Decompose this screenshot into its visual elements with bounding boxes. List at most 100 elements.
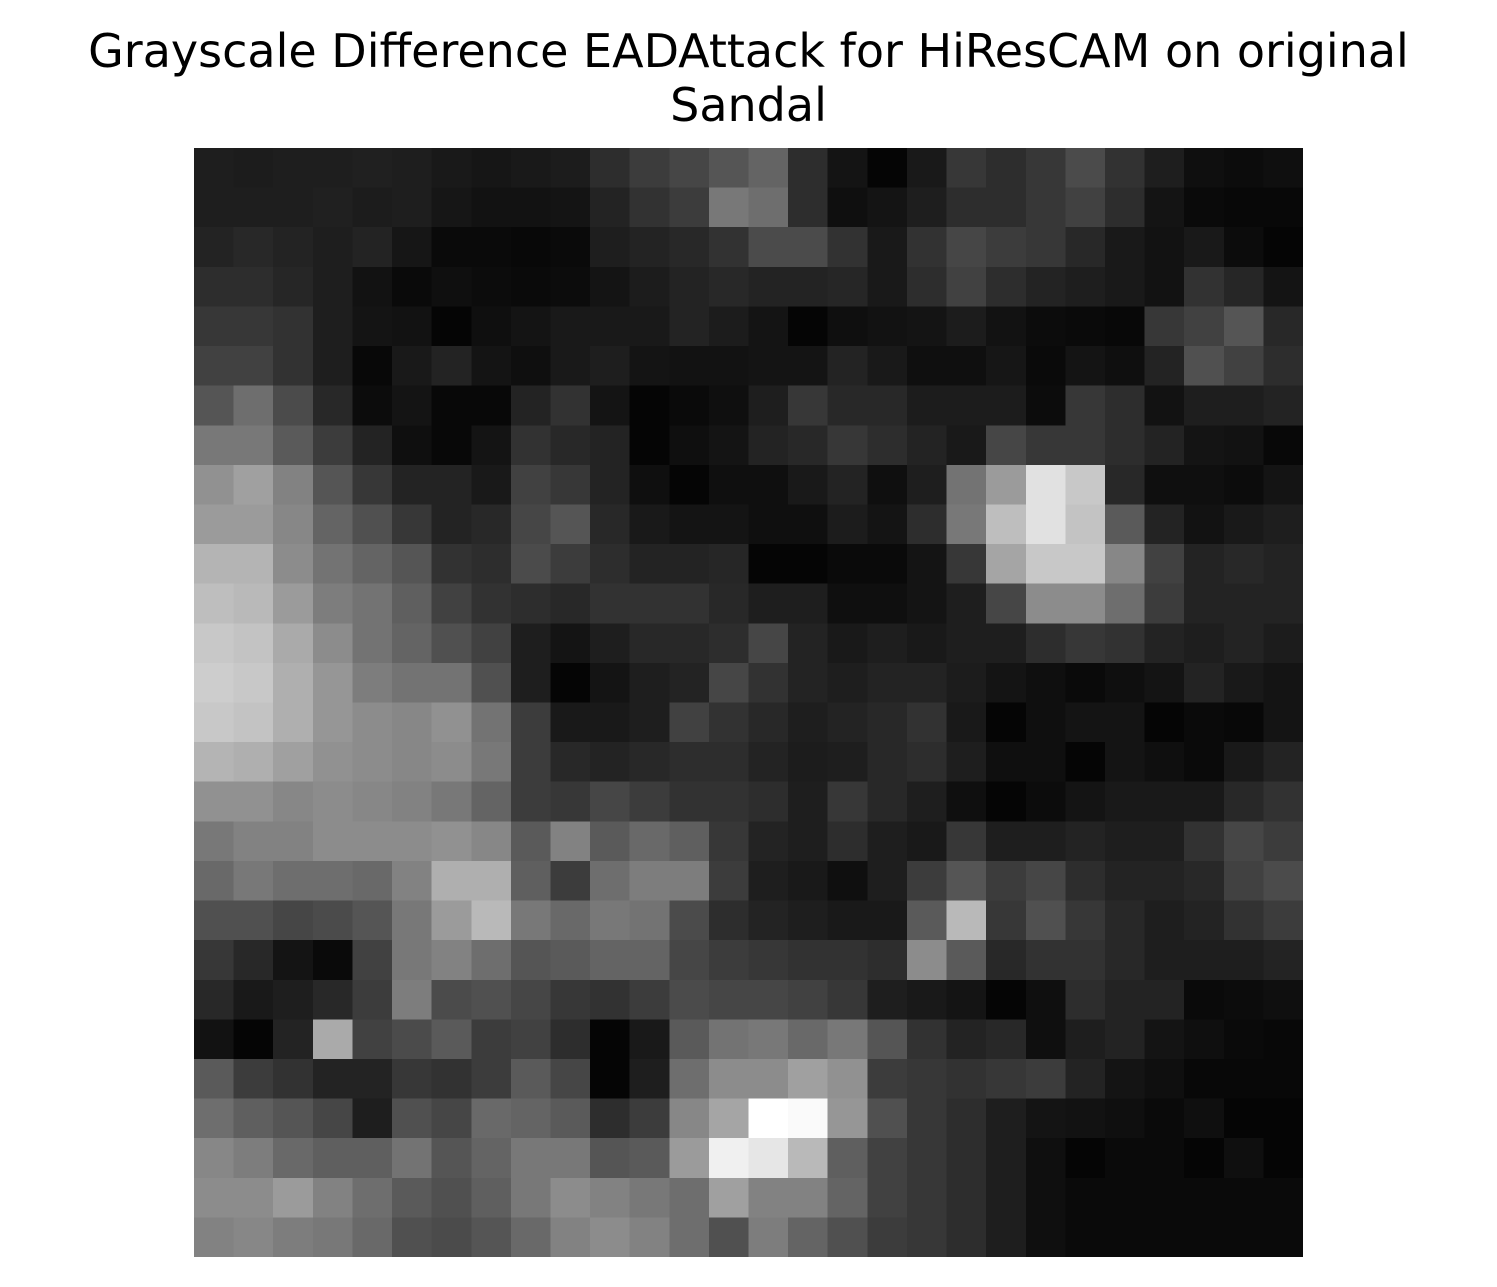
heatmap-cell bbox=[510, 702, 552, 743]
heatmap-cell bbox=[629, 504, 670, 545]
heatmap-cell bbox=[352, 742, 393, 783]
heatmap-cell bbox=[1065, 662, 1106, 704]
heatmap-cell bbox=[867, 385, 908, 426]
heatmap-cell bbox=[233, 504, 274, 545]
heatmap-cell bbox=[1223, 306, 1264, 347]
heatmap-cell bbox=[1144, 979, 1185, 1020]
heatmap-cell bbox=[510, 544, 552, 585]
heatmap-cell bbox=[1104, 781, 1146, 822]
heatmap-cell bbox=[312, 187, 354, 228]
heatmap-cell bbox=[1104, 544, 1146, 585]
heatmap-cell bbox=[669, 940, 710, 981]
heatmap-cell bbox=[1025, 148, 1066, 189]
heatmap-cell bbox=[392, 583, 433, 624]
heatmap-cell bbox=[510, 781, 552, 822]
heatmap-cell bbox=[1065, 623, 1106, 664]
heatmap-cell bbox=[194, 860, 235, 902]
heatmap-cell bbox=[1065, 1177, 1106, 1218]
heatmap-cell bbox=[1263, 385, 1303, 426]
heatmap-cell bbox=[550, 425, 591, 466]
heatmap-cell bbox=[352, 583, 393, 624]
heatmap-cell bbox=[1144, 544, 1185, 585]
chart-title-line-1: Grayscale Difference EADAttack for HiRes… bbox=[88, 24, 1409, 78]
heatmap-cell bbox=[669, 346, 710, 387]
heatmap-cell bbox=[906, 623, 948, 664]
heatmap-cell bbox=[986, 1058, 1027, 1100]
heatmap-cell bbox=[194, 1177, 235, 1218]
heatmap-cell bbox=[629, 781, 670, 822]
heatmap-cell bbox=[352, 702, 393, 743]
heatmap-cell bbox=[669, 702, 710, 743]
heatmap-cell bbox=[392, 781, 433, 822]
heatmap-cell bbox=[510, 385, 552, 426]
heatmap-cell bbox=[431, 1098, 472, 1139]
heatmap-cell bbox=[788, 306, 829, 347]
heatmap-cell bbox=[946, 1098, 987, 1139]
heatmap-cell bbox=[867, 702, 908, 743]
heatmap-cell bbox=[1144, 860, 1185, 902]
heatmap-cell bbox=[312, 781, 354, 822]
heatmap-cell bbox=[392, 266, 433, 308]
heatmap-cell bbox=[946, 860, 987, 902]
heatmap-cell bbox=[431, 662, 472, 704]
heatmap-cell bbox=[431, 148, 472, 189]
heatmap-cell bbox=[471, 1138, 512, 1179]
heatmap-cell bbox=[1104, 187, 1146, 228]
heatmap-cell bbox=[669, 1019, 710, 1060]
heatmap-cell bbox=[629, 821, 670, 862]
heatmap-cell bbox=[1065, 860, 1106, 902]
heatmap-cell bbox=[1263, 227, 1303, 268]
heatmap-cell bbox=[312, 623, 354, 664]
heatmap-cell bbox=[431, 940, 472, 981]
heatmap-cell bbox=[906, 148, 948, 189]
heatmap-cell bbox=[906, 227, 948, 268]
heatmap-cell bbox=[708, 266, 750, 308]
heatmap-cell bbox=[1263, 742, 1303, 783]
chart-title: Grayscale Difference EADAttack for HiRes… bbox=[0, 24, 1497, 132]
heatmap-cell bbox=[1025, 385, 1066, 426]
heatmap-cell bbox=[708, 979, 750, 1020]
heatmap-cell bbox=[629, 1019, 670, 1060]
heatmap-cell bbox=[669, 979, 710, 1020]
heatmap-cell bbox=[392, 979, 433, 1020]
heatmap-cell bbox=[867, 623, 908, 664]
heatmap-cell bbox=[273, 860, 314, 902]
heatmap-cell bbox=[867, 940, 908, 981]
heatmap-cell bbox=[1065, 227, 1106, 268]
heatmap-cell bbox=[1144, 1217, 1185, 1257]
heatmap-cell bbox=[748, 306, 789, 347]
heatmap-cell bbox=[273, 1177, 314, 1218]
heatmap-cell bbox=[431, 702, 472, 743]
heatmap-cell bbox=[233, 306, 274, 347]
heatmap-cell bbox=[708, 1177, 750, 1218]
heatmap-cell bbox=[352, 464, 393, 506]
heatmap-cell bbox=[946, 821, 987, 862]
heatmap-cell bbox=[906, 781, 948, 822]
heatmap-cell bbox=[312, 227, 354, 268]
heatmap-cell bbox=[312, 662, 354, 704]
heatmap-cell bbox=[867, 662, 908, 704]
heatmap-cell bbox=[550, 148, 591, 189]
heatmap-cell bbox=[1263, 900, 1303, 941]
heatmap-cell bbox=[510, 266, 552, 308]
heatmap-cell bbox=[194, 425, 235, 466]
heatmap-cell bbox=[550, 662, 591, 704]
heatmap-cell bbox=[1104, 623, 1146, 664]
heatmap-cell bbox=[1263, 821, 1303, 862]
heatmap-cell bbox=[312, 1138, 354, 1179]
heatmap-cell bbox=[1184, 623, 1225, 664]
heatmap-cell bbox=[194, 821, 235, 862]
heatmap-cell bbox=[352, 623, 393, 664]
heatmap-cell bbox=[827, 1019, 868, 1060]
heatmap-cell bbox=[194, 504, 235, 545]
heatmap-cell bbox=[1144, 425, 1185, 466]
heatmap-cell bbox=[1104, 148, 1146, 189]
heatmap-cell bbox=[510, 979, 552, 1020]
heatmap-cell bbox=[510, 425, 552, 466]
heatmap-cell bbox=[669, 1058, 710, 1100]
heatmap-cell bbox=[629, 702, 670, 743]
heatmap-cell bbox=[1144, 1058, 1185, 1100]
heatmap-cell bbox=[708, 227, 750, 268]
heatmap-cell bbox=[1025, 1177, 1066, 1218]
heatmap-cell bbox=[1263, 1098, 1303, 1139]
